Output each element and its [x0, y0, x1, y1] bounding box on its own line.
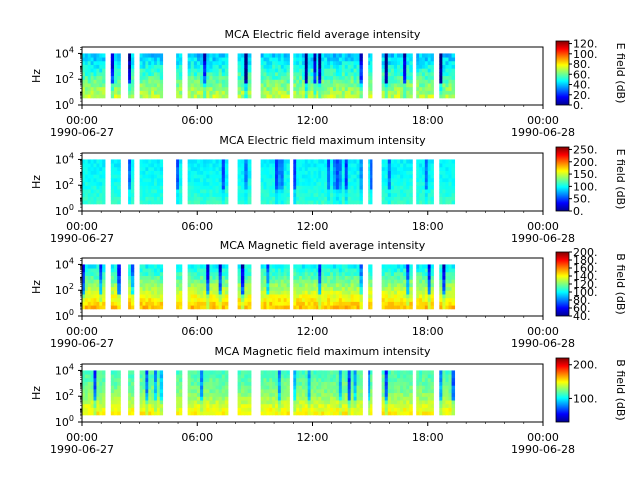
colorbar-tick-label: 200. [573, 359, 598, 372]
x-date-label: 1990-06-27 [50, 232, 114, 245]
colorbar-gradient [556, 41, 569, 105]
colorbar: 0.20.40.60.80.100.120.E field (dB) [556, 38, 627, 112]
spectrogram [82, 264, 455, 309]
x-date-label: 1990-06-27 [50, 126, 114, 139]
x-tick-label: 06:00 [181, 325, 213, 338]
colorbar-label: E field (dB) [614, 149, 627, 210]
spectrogram [82, 370, 455, 415]
x-tick-label: 12:00 [297, 114, 329, 127]
y-axis-label: Hz [30, 280, 43, 294]
panel-title: MCA Magnetic field maximum intensity [215, 345, 431, 358]
panel-1: MCA Electric field average intensity Hz 10… [30, 28, 627, 139]
x-tick-label: 18:00 [412, 325, 444, 338]
x-tick-label: 18:00 [412, 431, 444, 444]
x-tick-label: 12:00 [297, 220, 329, 233]
x-date-label: 1990-06-28 [511, 337, 575, 350]
y-tick-label: 104 [55, 151, 74, 166]
y-tick-label: 104 [55, 256, 74, 271]
y-tick-label: 100 [55, 203, 74, 218]
x-tick-label: 06:00 [181, 220, 213, 233]
x-tick-label: 06:00 [181, 114, 213, 127]
colorbar-tick-label: 250. [573, 143, 598, 156]
panel-title: MCA Electric field maximum intensity [219, 134, 426, 147]
colorbar-tick-label: 200. [573, 246, 598, 259]
y-axis-label: Hz [30, 69, 43, 83]
y-tick-label: 102 [55, 282, 74, 297]
y-axis-label: Hz [30, 386, 43, 400]
x-tick-label: 12:00 [297, 325, 329, 338]
panel-title: MCA Electric field average intensity [225, 28, 421, 41]
y-tick-label: 102 [55, 71, 74, 86]
colorbar-tick-label: 120. [573, 38, 598, 51]
colorbar-tick-label: 150. [573, 168, 598, 181]
colorbar-gradient [556, 358, 569, 422]
x-tick-label: 18:00 [412, 220, 444, 233]
colorbar-gradient [556, 252, 569, 316]
colorbar-label: E field (dB) [614, 43, 627, 104]
colorbar-label: B field (dB) [614, 359, 627, 420]
colorbar: 40.60.80.100.120.140.160.180.200.B field… [556, 246, 627, 323]
colorbar-tick-label: 200. [573, 156, 598, 169]
y-tick-label: 100 [55, 414, 74, 429]
panel-2: MCA Electric field maximum intensity Hz 10… [30, 134, 627, 245]
y-tick-label: 104 [55, 362, 74, 377]
x-date-label: 1990-06-27 [50, 337, 114, 350]
colorbar-label: B field (dB) [614, 253, 627, 314]
y-tick-label: 100 [55, 97, 74, 112]
y-axis-label: Hz [30, 175, 43, 189]
y-tick-label: 100 [55, 308, 74, 323]
x-date-label: 1990-06-28 [511, 232, 575, 245]
colorbar-tick-label: 100. [573, 180, 598, 193]
x-date-label: 1990-06-27 [50, 443, 114, 456]
colorbar-gradient [556, 147, 569, 211]
colorbar: 100. 200. B field (dB) [556, 358, 627, 422]
panel-4: MCA Magnetic field maximum intensity Hz 10… [30, 345, 627, 456]
spectrogram [82, 53, 455, 98]
x-tick-label: 12:00 [297, 431, 329, 444]
panel-title: MCA Magnetic field average intensity [220, 239, 426, 252]
colorbar-tick-label: 50. [573, 193, 591, 206]
y-tick-label: 102 [55, 388, 74, 403]
panel-3: MCA Magnetic field average intensity Hz 10… [30, 239, 627, 350]
y-tick-label: 102 [55, 177, 74, 192]
colorbar: 0.50.100.150.200.250. E field (dB) [556, 143, 627, 218]
colorbar-tick-label: 0. [573, 205, 584, 218]
x-tick-label: 18:00 [412, 114, 444, 127]
x-date-label: 1990-06-28 [511, 443, 575, 456]
x-date-label: 1990-06-28 [511, 126, 575, 139]
x-tick-label: 06:00 [181, 431, 213, 444]
spectrogram [82, 159, 455, 204]
colorbar-tick-label: 100. [573, 392, 598, 405]
y-tick-label: 104 [55, 45, 74, 60]
